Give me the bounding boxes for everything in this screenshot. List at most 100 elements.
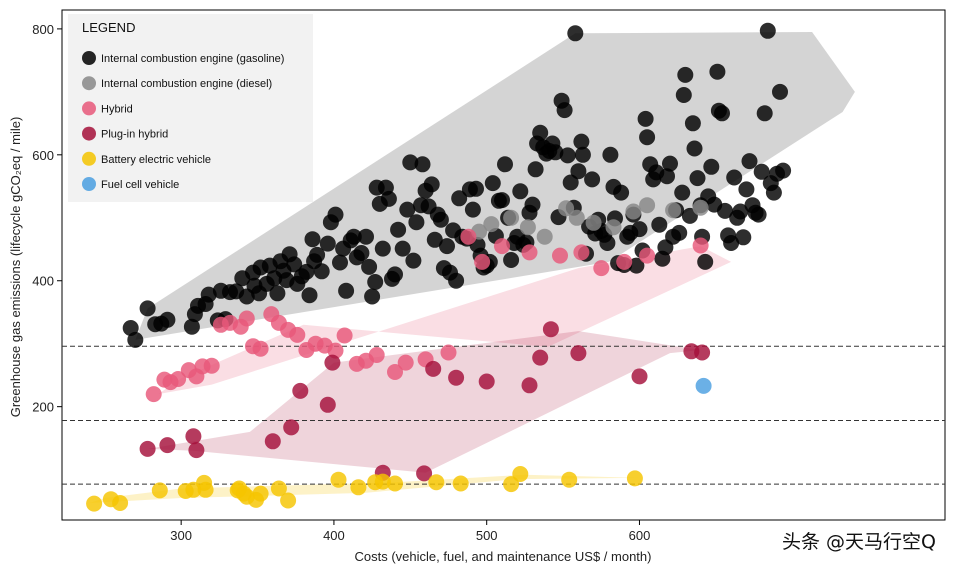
- x-tick-label-2: 500: [476, 528, 498, 543]
- legend-label-1: Internal combustion engine (diesel): [101, 78, 272, 90]
- x-axis-title: Costs (vehicle, fuel, and maintenance US…: [355, 549, 652, 564]
- point-s0-10: [200, 286, 217, 303]
- point-s0-59: [387, 266, 403, 283]
- point-s0-189: [772, 83, 788, 100]
- point-s0-49: [358, 228, 374, 245]
- legend-label-5: Fuel cell vehicle: [101, 179, 179, 191]
- point-s0-182: [750, 206, 767, 223]
- point-s0-25: [269, 285, 286, 302]
- point-s0-115: [559, 147, 576, 164]
- legend-marker-3: [82, 126, 96, 141]
- point-s0-116: [562, 174, 579, 191]
- point-s0-120: [573, 133, 590, 150]
- legend-marker-1: [82, 76, 96, 91]
- point-s0-96: [503, 252, 520, 268]
- point-s2-39: [692, 237, 709, 254]
- point-s1-12: [692, 199, 709, 216]
- point-s0-103: [524, 196, 541, 213]
- hull-2: [158, 246, 732, 395]
- point-s0-111: [547, 144, 564, 161]
- point-s3-10: [416, 465, 433, 482]
- legend: LEGEND Internal combustion engine (gasol…: [68, 14, 313, 202]
- legend-label-0: Internal combustion engine (gasoline): [101, 53, 284, 65]
- point-s0-50: [361, 258, 378, 275]
- y-tick-label-1: 400: [32, 274, 54, 289]
- point-s0-37: [309, 246, 326, 263]
- point-s4-20: [387, 475, 403, 492]
- point-s2-22: [336, 327, 353, 344]
- point-s4-3: [151, 482, 168, 499]
- point-s2-27: [397, 354, 414, 371]
- point-s4-17: [350, 479, 367, 496]
- point-s0-90: [484, 175, 501, 192]
- point-s0-78: [448, 272, 465, 289]
- point-s0-164: [697, 253, 714, 270]
- point-s3-8: [324, 354, 341, 371]
- point-s4-13: [252, 485, 269, 502]
- point-s4-23: [503, 476, 520, 493]
- point-s3-16: [542, 321, 559, 338]
- point-s0-157: [677, 66, 694, 83]
- point-s0-70: [423, 176, 440, 193]
- point-s0-134: [613, 184, 630, 201]
- point-s0-38: [313, 263, 330, 280]
- point-s4-16: [330, 471, 347, 488]
- point-s3-0: [139, 440, 156, 457]
- point-s0-61: [394, 240, 411, 257]
- y-tick-label-0: 200: [32, 400, 54, 415]
- points-layer: [86, 22, 792, 512]
- point-s4-26: [626, 470, 643, 487]
- point-s1-11: [665, 202, 682, 219]
- point-s0-114: [556, 102, 573, 119]
- point-s4-21: [428, 474, 445, 491]
- point-s1-8: [605, 219, 622, 236]
- point-s0-140: [631, 221, 648, 238]
- point-s0-174: [726, 169, 743, 186]
- point-s4-22: [452, 475, 469, 492]
- legend-label-4: Battery electric vehicle: [101, 154, 211, 166]
- point-s0-155: [674, 184, 691, 201]
- point-s0-84: [468, 180, 484, 197]
- point-s0-5: [159, 311, 176, 328]
- point-s1-1: [483, 216, 500, 233]
- x-tick-label-3: 600: [629, 528, 651, 543]
- legend-label-2: Hybrid: [101, 103, 133, 115]
- legend-label-3: Plug-in hybrid: [101, 129, 168, 141]
- point-s2-3: [170, 371, 187, 387]
- point-s1-6: [568, 209, 585, 226]
- point-s0-73: [432, 211, 449, 228]
- point-s0-151: [662, 155, 678, 172]
- point-s0-183: [753, 163, 770, 180]
- point-s0-119: [570, 163, 587, 180]
- point-s0-106: [532, 124, 549, 141]
- point-s4-0: [86, 495, 103, 512]
- legend-marker-5: [82, 177, 96, 191]
- point-s0-2: [139, 300, 156, 317]
- point-s4-7: [197, 481, 214, 498]
- point-s2-37: [616, 253, 633, 270]
- legend-marker-4: [82, 151, 96, 166]
- point-s0-168: [709, 63, 726, 80]
- point-s2-30: [460, 228, 477, 245]
- point-s0-79: [451, 190, 468, 207]
- point-s0-34: [301, 287, 318, 304]
- point-s0-35: [304, 231, 321, 248]
- point-s0-161: [689, 170, 706, 187]
- point-s0-60: [390, 221, 407, 238]
- legend-marker-2: [82, 101, 96, 116]
- point-s4-25: [561, 471, 578, 488]
- point-s1-2: [503, 209, 520, 226]
- point-s0-44: [338, 282, 355, 299]
- point-s0-64: [405, 252, 422, 269]
- point-s0-1: [127, 331, 144, 348]
- legend-items: Internal combustion engine (gasoline) Int…: [82, 51, 284, 191]
- x-tick-label-1: 400: [323, 528, 345, 543]
- point-s1-10: [639, 197, 656, 214]
- point-s0-99: [512, 183, 529, 200]
- hull-3: [147, 331, 701, 473]
- point-s0-52: [367, 274, 384, 290]
- point-s1-5: [558, 200, 575, 217]
- point-s0-71: [426, 231, 443, 248]
- point-s0-94: [497, 156, 513, 173]
